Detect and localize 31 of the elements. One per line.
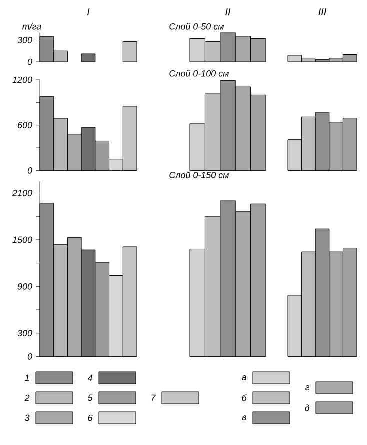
chart-title: I	[88, 8, 90, 16]
legend-label: 7	[152, 394, 156, 402]
legend-label: 4	[88, 374, 92, 382]
legend-label: 3	[25, 414, 30, 422]
legend-label: 2	[24, 394, 30, 402]
legend-label: д	[305, 404, 310, 412]
chart-subtitle: Слой 0-50 см	[170, 23, 224, 30]
legend-label: г	[306, 386, 310, 390]
y-tick-label: 600	[18, 122, 32, 129]
y-tick-label: 0	[28, 354, 32, 360]
y-tick-label: 0	[28, 58, 32, 66]
y-tick-label: 0	[28, 168, 32, 174]
y-axis-title: т/га	[22, 23, 42, 30]
y-tick-label: 1200	[12, 76, 32, 84]
legend-label: б	[242, 394, 248, 402]
bar	[81, 54, 96, 62]
y-tick-label: 300	[18, 330, 32, 337]
legend-label: а	[242, 376, 247, 380]
chart-subtitle: Слой 0-100 см	[170, 70, 230, 77]
legend-label: 5	[88, 394, 93, 402]
y-tick-label: 1500	[12, 236, 32, 244]
legend-label: в	[242, 416, 247, 420]
chart-subtitle: Слой 0-150 см	[170, 172, 230, 178]
y-tick-label: 900	[18, 283, 32, 290]
legend-label: 1	[25, 374, 30, 382]
bar	[122, 41, 138, 62]
legend-label: 6	[88, 414, 93, 422]
chart-title: II	[226, 8, 231, 16]
chart-title: III	[318, 8, 327, 16]
y-tick-label: 2100	[12, 190, 32, 196]
y-tick-label: 300	[18, 37, 32, 44]
